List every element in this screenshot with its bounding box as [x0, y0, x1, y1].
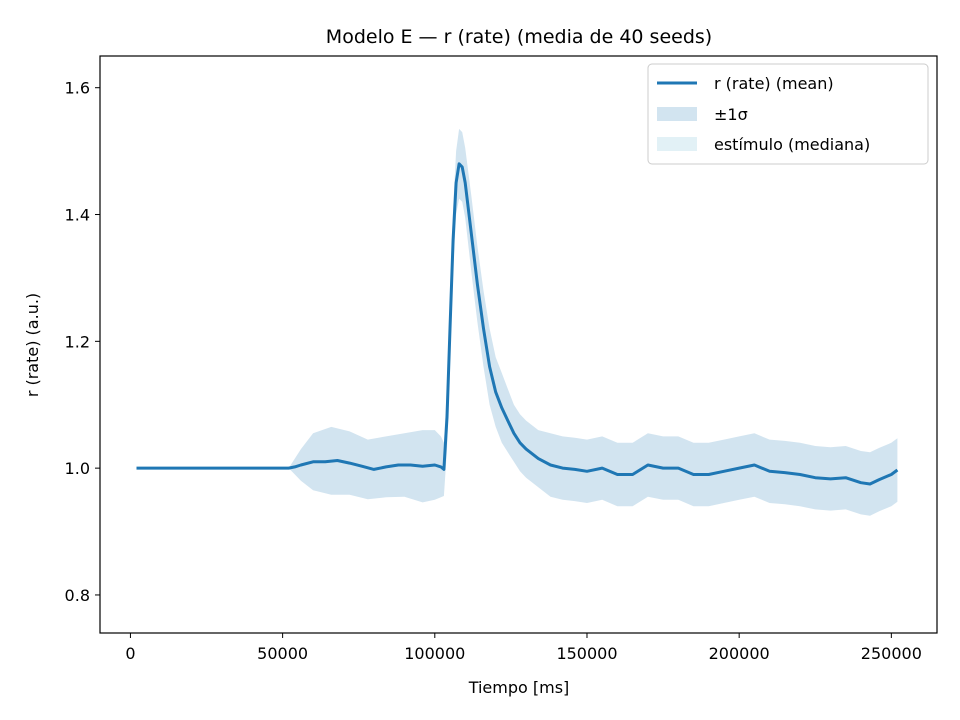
x-tick-label: 50000: [257, 644, 308, 663]
x-tick-label: 250000: [861, 644, 922, 663]
x-axis-label: Tiempo [ms]: [468, 678, 570, 697]
y-tick-label: 1.6: [65, 79, 90, 98]
mean-line: [136, 162, 899, 486]
legend-label-stimulus: estímulo (mediana): [714, 135, 870, 154]
legend-swatch-band: [657, 107, 697, 121]
axes-frame: [99, 55, 938, 634]
legend: r (rate) (mean) ±1σ estímulo (mediana): [647, 63, 929, 165]
y-tick-label: 1.4: [65, 206, 90, 225]
y-axis: 0.8 1.0 1.2 1.4 1.6: [65, 79, 100, 605]
x-tick-label: 100000: [404, 644, 465, 663]
y-tick-label: 1.0: [65, 459, 90, 478]
x-tick-label: 150000: [556, 644, 617, 663]
x-axis: 0 50000 100000 150000 200000 250000: [125, 633, 922, 663]
x-tick-label: 0: [125, 644, 135, 663]
legend-swatch-stimulus: [657, 137, 697, 151]
legend-label-mean: r (rate) (mean): [714, 74, 834, 93]
x-tick-label: 200000: [709, 644, 770, 663]
plot-area: [136, 128, 899, 516]
legend-box: [647, 63, 929, 165]
chart-title: Modelo E — r (rate) (media de 40 seeds): [326, 26, 712, 48]
sigma-band: [288, 128, 898, 516]
y-tick-label: 0.8: [65, 586, 90, 605]
y-axis-label: r (rate) (a.u.): [23, 293, 42, 397]
y-tick-label: 1.2: [65, 332, 90, 351]
legend-label-band: ±1σ: [714, 105, 748, 124]
